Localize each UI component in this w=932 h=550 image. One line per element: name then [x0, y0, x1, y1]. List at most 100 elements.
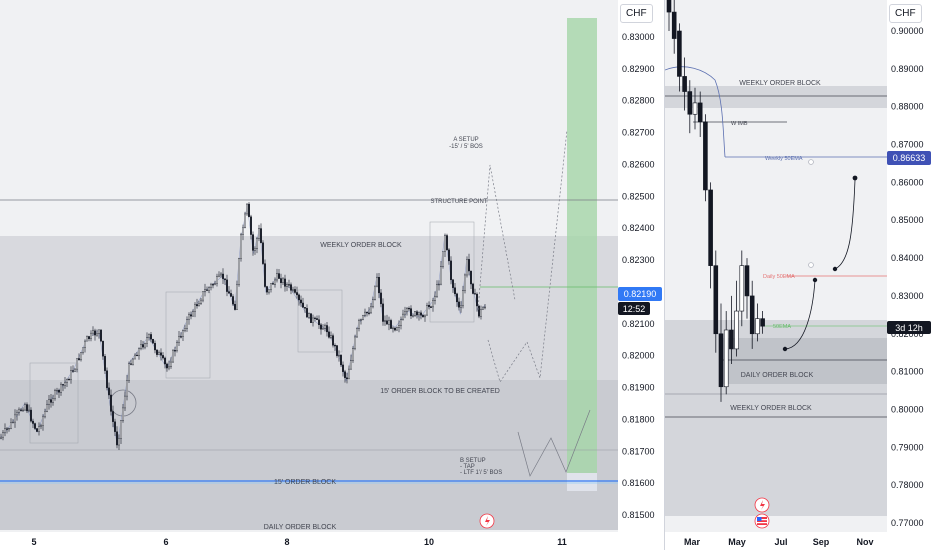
weekly-50ema-label: Weekly 50EMA — [765, 156, 803, 162]
candle-106 — [212, 284, 214, 286]
left-y-tick-15: 0.81500 — [622, 510, 655, 520]
projection-1 — [784, 279, 816, 350]
left-currency-badge[interactable]: CHF — [620, 4, 653, 23]
candle-108 — [216, 276, 218, 284]
right-price-axis[interactable] — [887, 0, 932, 550]
candle-74 — [148, 334, 150, 338]
daily-order-block-label-right: DAILY ORDER BLOCK — [741, 372, 814, 379]
left-y-tick-11: 0.81900 — [622, 383, 655, 393]
candle-132 — [264, 263, 266, 287]
candle-103 — [206, 289, 208, 291]
right-time-axis[interactable] — [665, 532, 887, 550]
right-y-tick-10: 0.80000 — [891, 404, 924, 414]
candle-92 — [184, 328, 186, 331]
left-y-tick-4: 0.82600 — [622, 159, 655, 169]
candle-56 — [112, 411, 114, 422]
candle-126 — [252, 234, 254, 251]
candle-202 — [404, 311, 406, 315]
weekly-candle-11 — [723, 329, 729, 388]
left-price-tag-text: 0.82190 — [624, 289, 657, 299]
candle-122 — [244, 213, 246, 229]
candle-45 — [90, 332, 92, 340]
right-chart-panel[interactable]: WEEKLY ORDER BLOCK W IMB Weekly 50EMA Da… — [664, 0, 932, 550]
candle-231 — [462, 290, 464, 307]
weekly-order-block-top-label: WEEKLY ORDER BLOCK — [739, 80, 821, 87]
candle-78 — [156, 349, 158, 355]
left-price-axis[interactable] — [618, 0, 664, 550]
lightning-icon[interactable] — [754, 497, 770, 513]
a-setup-label-1: A SETUP — [453, 137, 478, 143]
weekly-candle-2 — [677, 30, 682, 77]
right-chart[interactable]: WEEKLY ORDER BLOCK W IMB Weekly 50EMA Da… — [665, 0, 932, 550]
candle-211 — [422, 315, 424, 318]
candle-85 — [170, 361, 172, 367]
candle-201 — [402, 313, 404, 320]
candle-101 — [202, 291, 204, 301]
left-chart-panel[interactable]: A SETUP -15' / 5' BOS STRUCTURE POINT WE… — [0, 0, 664, 550]
candle-73 — [146, 337, 148, 344]
candle-177 — [354, 336, 356, 349]
candle-236 — [472, 283, 474, 294]
candle-127 — [254, 248, 256, 251]
candle-162 — [324, 325, 326, 329]
lightning-icon[interactable] — [479, 513, 495, 529]
candle-163 — [326, 325, 328, 333]
right-y-tick-12: 0.78000 — [891, 480, 924, 490]
candle-190 — [380, 292, 382, 305]
candle-197 — [394, 327, 396, 331]
candle-200 — [400, 319, 402, 326]
candle-1 — [2, 432, 4, 438]
candle-139 — [278, 273, 280, 279]
candle-180 — [360, 319, 362, 321]
candle-58 — [116, 431, 118, 446]
us-flag-icon[interactable] — [754, 513, 770, 529]
candle-179 — [358, 320, 360, 329]
b-setup-label-1: B SETUP — [460, 458, 486, 464]
candle-117 — [234, 303, 236, 310]
candle-214 — [428, 305, 430, 307]
candle-208 — [416, 311, 418, 316]
candle-145 — [290, 284, 292, 291]
candle-13 — [26, 404, 28, 412]
projection-2 — [834, 179, 856, 270]
weekly-candle-5 — [692, 102, 698, 115]
candle-23 — [46, 404, 48, 412]
box-3 — [297, 289, 343, 353]
candle-129 — [258, 228, 260, 239]
candle-134 — [268, 289, 270, 293]
candle-232 — [464, 274, 466, 291]
stop-zone — [567, 473, 597, 491]
candle-238 — [476, 293, 478, 307]
left-y-tick-10: 0.82000 — [622, 351, 655, 361]
fifteen-ob-to-create-label: 15' ORDER BLOCK TO BE CREATED — [380, 388, 500, 395]
candle-196 — [392, 327, 394, 329]
candle-100 — [200, 299, 202, 304]
candle-99 — [198, 303, 200, 307]
left-price-tag — [618, 287, 662, 301]
candle-61 — [122, 407, 124, 421]
candle-89 — [178, 336, 180, 343]
candle-206 — [412, 315, 414, 317]
w-imb-label: W IMB — [731, 121, 748, 127]
candle-161 — [322, 328, 324, 330]
left-y-tick-9: 0.82100 — [622, 319, 655, 329]
left-y-tick-1: 0.82900 — [622, 64, 655, 74]
candle-111 — [222, 273, 224, 279]
candle-69 — [138, 348, 140, 356]
left-time-axis[interactable] — [0, 532, 618, 550]
candle-153 — [306, 308, 308, 318]
candle-54 — [108, 387, 110, 396]
candle-128 — [256, 238, 258, 249]
candle-228 — [456, 293, 458, 303]
left-y-tick-3: 0.82700 — [622, 128, 655, 138]
candle-226 — [452, 279, 454, 288]
candle-112 — [224, 278, 226, 281]
right-x-tick-4: Nov — [856, 537, 873, 547]
candle-90 — [180, 336, 182, 338]
candle-116 — [232, 296, 234, 305]
candle-10 — [20, 409, 22, 411]
candle-113 — [226, 279, 228, 292]
right-currency-badge[interactable]: CHF — [889, 4, 922, 23]
left-chart[interactable]: A SETUP -15' / 5' BOS STRUCTURE POINT WE… — [0, 0, 664, 550]
candle-63 — [126, 380, 128, 397]
